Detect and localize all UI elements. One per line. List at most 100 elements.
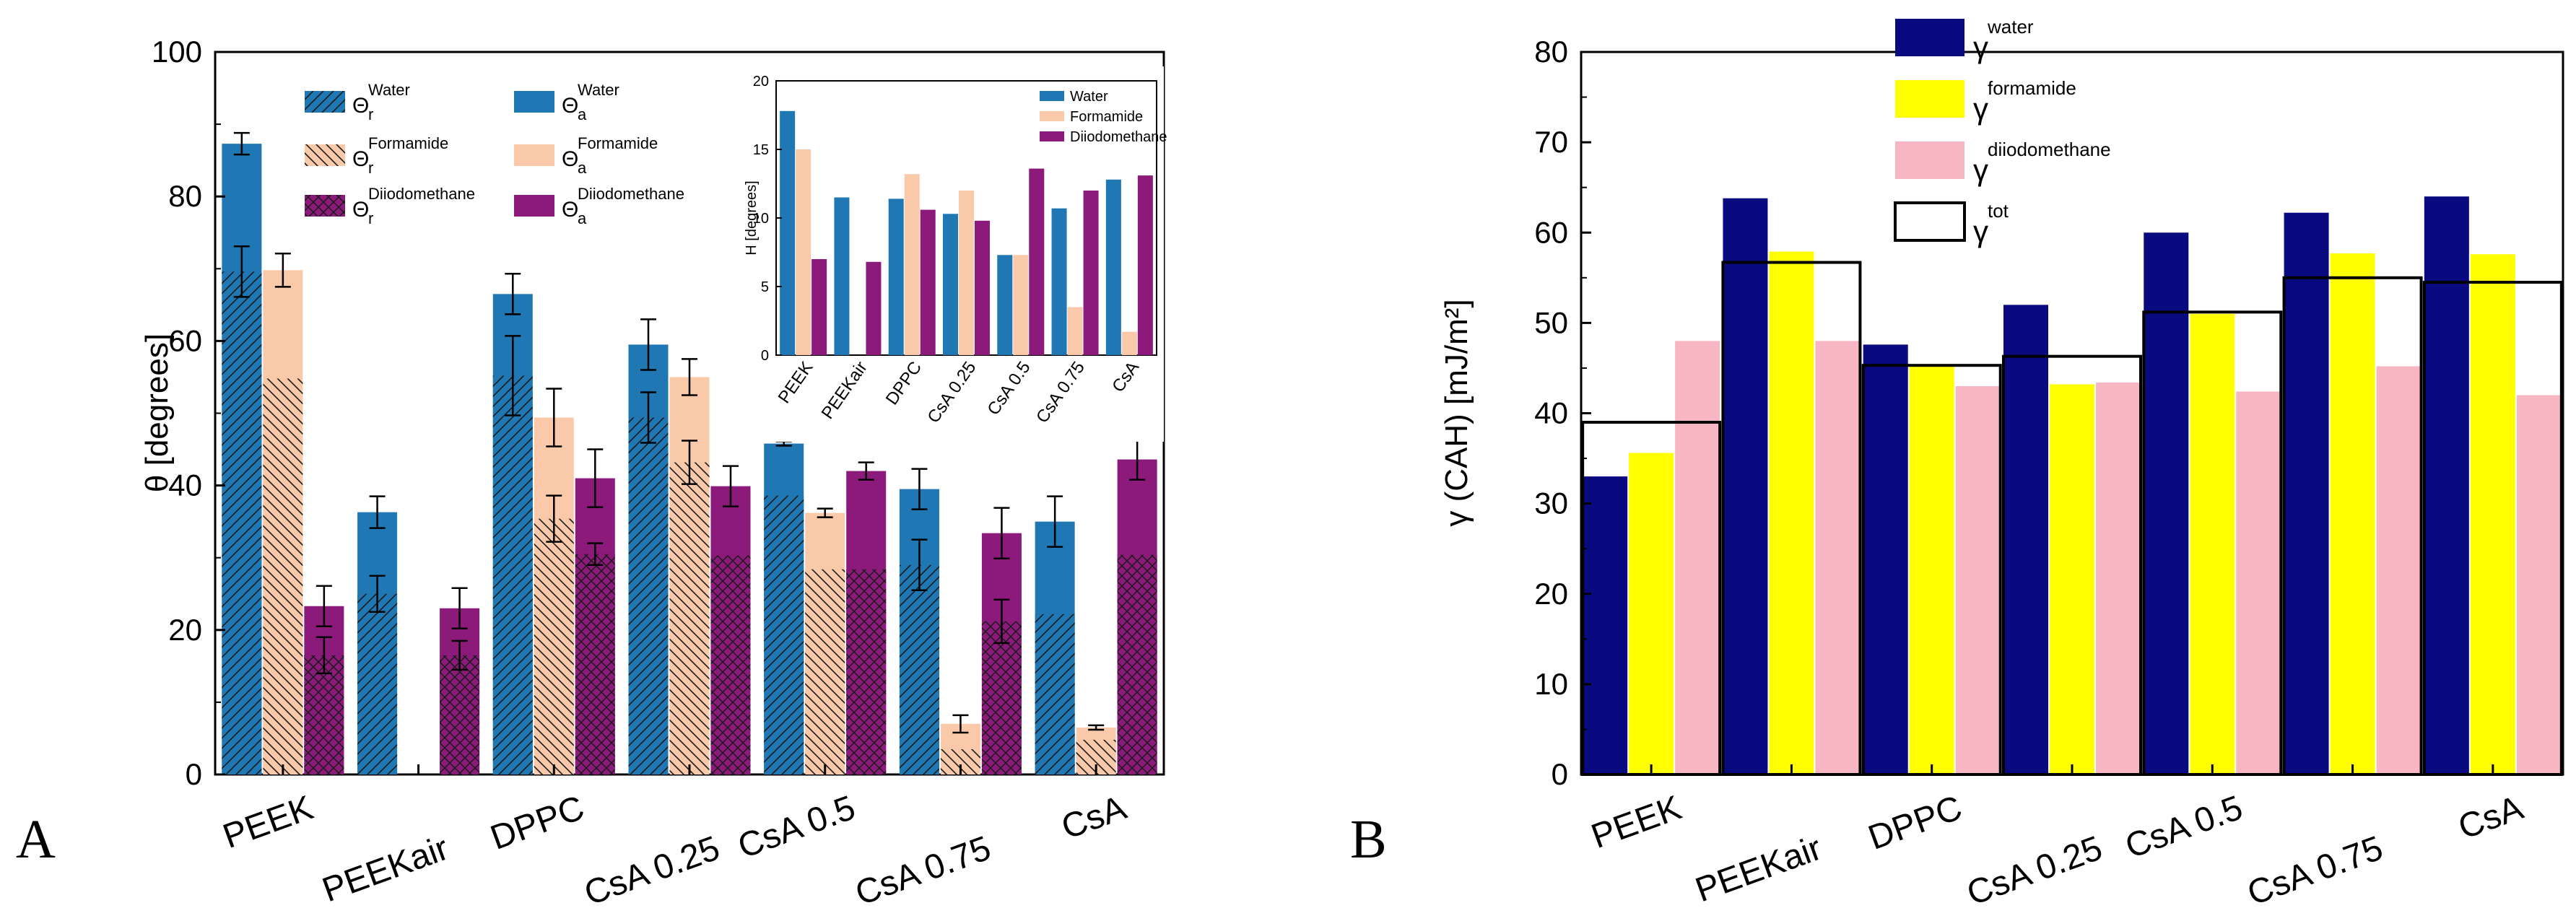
bar-water bbox=[1863, 344, 1908, 774]
legend-swatch-hatch bbox=[305, 91, 345, 113]
inset-bar-water bbox=[780, 110, 796, 356]
bar-receding-hatch bbox=[534, 518, 574, 774]
y-tick-label: 80 bbox=[168, 179, 202, 213]
y-axis-title-b: γ (CAH) [mJ/m²] bbox=[1439, 299, 1474, 526]
y-tick-label: 70 bbox=[1534, 125, 1568, 159]
bar-receding-hatch bbox=[575, 554, 615, 774]
inset-bar-diiodomethane bbox=[1083, 191, 1099, 355]
x-tick-label-3: CsA 0.25 bbox=[1962, 829, 2107, 913]
bar-receding-hatch bbox=[669, 462, 710, 774]
bar-diiodomethane bbox=[1815, 341, 1861, 774]
bar-water bbox=[2003, 305, 2048, 775]
inset-bar-formamide bbox=[1067, 307, 1083, 355]
inset-legend-swatch bbox=[1040, 91, 1064, 101]
x-tick-label-5: CsA 0.75 bbox=[2242, 829, 2388, 913]
bar-diiodomethane bbox=[2376, 366, 2421, 774]
legend-symbol: γ bbox=[1973, 92, 1988, 126]
legend-subscript: a bbox=[578, 105, 587, 123]
legend-swatch-hatch bbox=[305, 195, 345, 217]
inset-y-tick-label: 15 bbox=[753, 142, 769, 158]
y-tick-label: 0 bbox=[186, 757, 202, 791]
inset-y-tick-label: 5 bbox=[761, 279, 769, 295]
bar-formamide bbox=[1909, 366, 1954, 774]
inset-bar-diiodomethane bbox=[1029, 168, 1045, 355]
y-tick-label: 60 bbox=[1534, 215, 1568, 249]
inset-y-tick-label: 20 bbox=[753, 74, 769, 90]
legend-symbol: Θ bbox=[562, 198, 578, 222]
inset-legend-label: Water bbox=[1070, 89, 1108, 105]
inset-bar-diiodomethane bbox=[811, 259, 827, 355]
legend-symbol: Θ bbox=[562, 147, 578, 171]
legend-label: tot bbox=[1988, 200, 2009, 222]
inset-bar-water bbox=[834, 197, 850, 355]
bar-water bbox=[1583, 476, 1628, 774]
legend-label: Formamide bbox=[578, 134, 658, 152]
legend-swatch-water bbox=[1895, 19, 1964, 56]
legend-swatch-formamide bbox=[1895, 80, 1964, 118]
inset-y-tick-label: 0 bbox=[761, 348, 769, 364]
legend-swatch-hatch bbox=[305, 144, 345, 166]
legend-symbol: Θ bbox=[352, 94, 369, 118]
panel-label: B bbox=[1350, 809, 1387, 870]
inset-bar-water bbox=[888, 198, 904, 355]
y-tick-label: 0 bbox=[1552, 757, 1568, 791]
inset-legend-label: Diiodomethane bbox=[1070, 129, 1167, 145]
inset-bar-diiodomethane bbox=[1137, 175, 1153, 355]
y-tick-label: 20 bbox=[168, 613, 202, 647]
bar-receding-hatch bbox=[492, 375, 533, 774]
legend-label: formamide bbox=[1988, 77, 2076, 99]
inset-bar-formamide bbox=[796, 149, 811, 355]
y-tick-label: 100 bbox=[152, 35, 202, 69]
legend-label: Formamide bbox=[368, 134, 448, 152]
y-tick-label: 10 bbox=[1534, 667, 1568, 701]
legend-label: Diiodomethane bbox=[368, 185, 475, 203]
legend-symbol: γ bbox=[1973, 30, 1988, 64]
x-tick-label-2: DPPC bbox=[1863, 789, 1967, 857]
legend-subscript: a bbox=[578, 159, 587, 177]
y-tick-label: 20 bbox=[1534, 577, 1568, 611]
legend-label: Water bbox=[578, 81, 619, 99]
bar-formamide bbox=[2190, 313, 2235, 774]
x-tick-label-1: PEEKair bbox=[318, 829, 454, 910]
x-tick-label-5: CsA 0.75 bbox=[850, 829, 996, 913]
bar-receding-hatch bbox=[1035, 614, 1075, 774]
x-tick-label-6: CsA bbox=[1057, 789, 1131, 847]
bar-receding-hatch bbox=[263, 378, 303, 774]
inset-bar-diiodomethane bbox=[975, 220, 990, 355]
y-tick-label: 80 bbox=[1534, 35, 1568, 69]
legend-swatch-diiodomethane bbox=[1895, 141, 1964, 179]
inset-bar-formamide bbox=[1121, 331, 1137, 355]
bar-diiodomethane bbox=[1955, 385, 2001, 774]
inset-legend-label: Formamide bbox=[1070, 109, 1143, 125]
inset-bar-water bbox=[1051, 208, 1067, 355]
bar-receding-hatch bbox=[981, 621, 1022, 774]
x-tick-label-4: CsA 0.5 bbox=[733, 789, 860, 866]
bar-receding-hatch bbox=[628, 417, 669, 774]
inset-y-tick-label: 10 bbox=[753, 211, 769, 227]
x-tick-label-6: CsA bbox=[2453, 789, 2528, 847]
legend-label: Water bbox=[368, 81, 410, 99]
inset-bar-diiodomethane bbox=[920, 209, 936, 355]
legend-subscript: r bbox=[368, 105, 373, 123]
legend-swatch bbox=[514, 144, 554, 166]
legend-symbol: Θ bbox=[352, 198, 369, 222]
bar-receding-hatch bbox=[899, 564, 939, 774]
bar-water bbox=[1723, 198, 1768, 774]
bar-formamide bbox=[1769, 251, 1814, 774]
legend-subscript: a bbox=[578, 209, 587, 227]
bar-receding-hatch bbox=[846, 569, 887, 774]
y-tick-label: 40 bbox=[168, 468, 202, 502]
bar-formamide bbox=[1629, 453, 1674, 774]
legend-symbol: Θ bbox=[562, 94, 578, 118]
bar-receding-hatch bbox=[764, 495, 804, 774]
legend-swatch-tot bbox=[1894, 201, 1966, 242]
bar-receding-hatch bbox=[222, 271, 262, 775]
legend-symbol: Θ bbox=[352, 147, 369, 171]
y-axis-title: θ [degrees] bbox=[139, 333, 175, 492]
inset-legend-swatch bbox=[1040, 131, 1064, 141]
inset-bar-water bbox=[943, 214, 958, 355]
y-tick-label: 30 bbox=[1534, 486, 1568, 520]
